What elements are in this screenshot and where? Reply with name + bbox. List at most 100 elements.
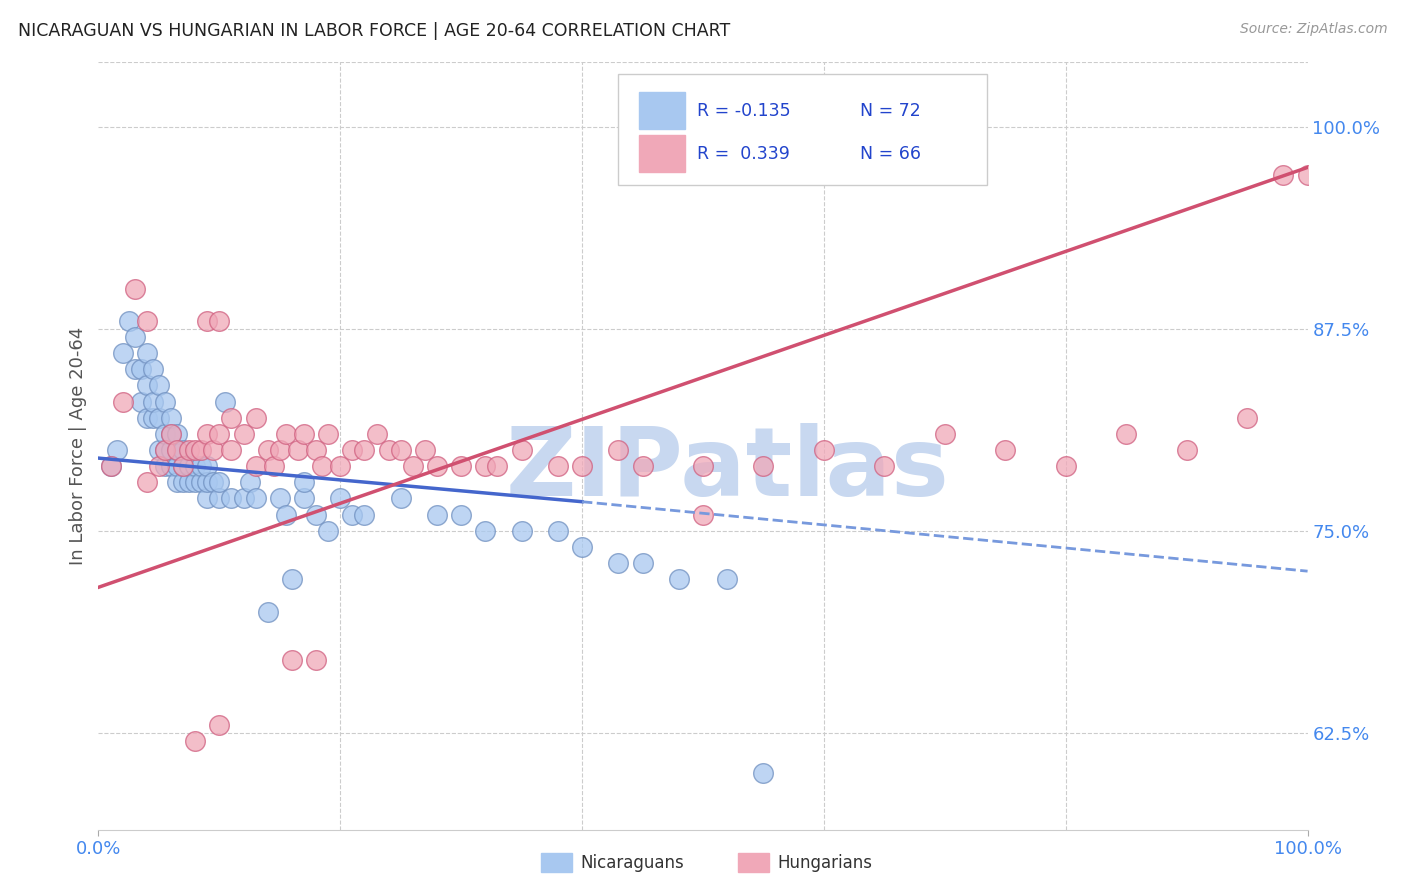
Point: [353, 443, 375, 458]
Point: [124, 281, 146, 295]
Point: [129, 394, 152, 409]
Point: [256, 443, 278, 458]
Point: [160, 459, 183, 474]
Point: [153, 426, 176, 441]
Point: [184, 459, 207, 474]
Point: [994, 443, 1017, 458]
Point: [1115, 426, 1137, 441]
Point: [1175, 443, 1198, 458]
Point: [148, 378, 170, 392]
Point: [426, 459, 449, 474]
Point: [631, 459, 654, 474]
Point: [353, 508, 375, 522]
Point: [232, 491, 254, 506]
FancyBboxPatch shape: [638, 93, 685, 129]
Point: [305, 508, 328, 522]
Point: [274, 426, 297, 441]
Point: [221, 410, 243, 425]
Point: [195, 426, 218, 441]
Point: [153, 394, 176, 409]
Point: [160, 426, 183, 441]
Text: Nicaraguans: Nicaraguans: [581, 854, 685, 871]
Point: [692, 459, 714, 474]
Point: [148, 410, 170, 425]
Point: [607, 556, 630, 570]
Point: [135, 378, 157, 392]
Point: [111, 346, 134, 360]
Point: [510, 443, 533, 458]
Point: [342, 443, 364, 458]
Point: [179, 475, 201, 490]
Point: [934, 426, 956, 441]
Point: [692, 508, 714, 522]
Point: [221, 491, 243, 506]
Point: [450, 459, 472, 474]
Point: [195, 459, 218, 474]
Point: [172, 475, 194, 490]
Point: [195, 491, 218, 506]
Point: [179, 459, 201, 474]
Point: [389, 491, 412, 506]
Text: Source: ZipAtlas.com: Source: ZipAtlas.com: [1240, 22, 1388, 37]
Point: [413, 443, 436, 458]
Text: R =  0.339: R = 0.339: [697, 145, 790, 162]
Point: [195, 314, 218, 328]
Point: [547, 459, 569, 474]
Point: [245, 459, 267, 474]
Point: [631, 556, 654, 570]
Point: [160, 410, 183, 425]
Point: [166, 426, 188, 441]
FancyBboxPatch shape: [638, 136, 685, 172]
Point: [135, 314, 157, 328]
Point: [329, 459, 352, 474]
Point: [571, 540, 593, 554]
Point: [105, 443, 128, 458]
Point: [135, 346, 157, 360]
Point: [172, 459, 194, 474]
Point: [232, 426, 254, 441]
Point: [202, 443, 225, 458]
Point: [208, 314, 231, 328]
FancyBboxPatch shape: [619, 74, 987, 186]
Point: [190, 475, 212, 490]
Point: [129, 362, 152, 376]
Point: [329, 491, 352, 506]
Point: [142, 410, 165, 425]
Point: [142, 394, 165, 409]
Point: [239, 475, 262, 490]
Text: R = -0.135: R = -0.135: [697, 102, 790, 120]
Point: [305, 443, 328, 458]
Point: [402, 459, 425, 474]
Point: [153, 443, 176, 458]
Point: [214, 394, 236, 409]
Point: [1236, 410, 1258, 425]
Point: [100, 459, 122, 474]
Point: [135, 410, 157, 425]
Point: [450, 508, 472, 522]
Point: [208, 426, 231, 441]
Point: [202, 475, 225, 490]
Point: [118, 314, 141, 328]
Point: [377, 443, 399, 458]
Point: [274, 508, 297, 522]
Point: [142, 362, 165, 376]
Point: [389, 443, 412, 458]
Point: [474, 459, 496, 474]
Y-axis label: In Labor Force | Age 20-64: In Labor Force | Age 20-64: [69, 326, 87, 566]
Point: [311, 459, 333, 474]
Point: [124, 362, 146, 376]
Point: [184, 443, 207, 458]
Point: [208, 491, 231, 506]
Point: [172, 443, 194, 458]
Point: [166, 443, 188, 458]
Point: [195, 475, 218, 490]
Point: [292, 426, 315, 441]
Text: NICARAGUAN VS HUNGARIAN IN LABOR FORCE | AGE 20-64 CORRELATION CHART: NICARAGUAN VS HUNGARIAN IN LABOR FORCE |…: [18, 22, 731, 40]
Point: [813, 443, 835, 458]
Point: [172, 459, 194, 474]
Point: [100, 459, 122, 474]
Point: [342, 508, 364, 522]
Point: [474, 524, 496, 538]
Point: [668, 572, 690, 586]
Text: N = 72: N = 72: [860, 102, 921, 120]
